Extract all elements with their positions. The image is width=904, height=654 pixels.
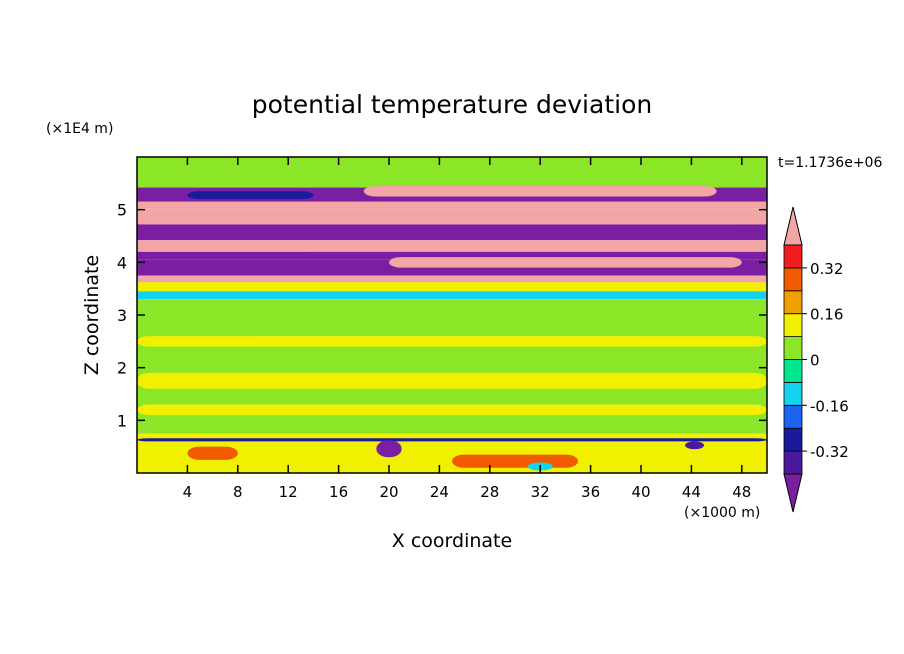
x-tick-label: 8	[233, 483, 243, 501]
colorbar-bin	[783, 290, 803, 315]
colorbar-bin	[783, 313, 803, 338]
x-axis-label: X coordinate	[392, 530, 512, 552]
x-tick-label: 20	[379, 483, 398, 501]
colorbar-bin	[783, 336, 803, 360]
y-tick-label: 5	[117, 201, 127, 220]
x-tick-label: 28	[480, 483, 499, 501]
colorbar-bin	[783, 381, 803, 406]
x-tick-label: 4	[183, 483, 193, 501]
contour-feature	[376, 440, 402, 458]
plot-area	[137, 157, 767, 473]
time-label: t=1.1736e+06	[778, 155, 882, 171]
x-tick-label: 24	[430, 483, 449, 501]
y-unit-label: (×1E4 m)	[46, 121, 113, 137]
contour-feature	[187, 191, 314, 200]
colorbar-bin	[783, 359, 803, 383]
x-tick-label: 48	[732, 483, 751, 501]
contour-feature	[137, 243, 314, 252]
contour-band	[137, 275, 767, 283]
colorbar-bin	[783, 267, 803, 292]
contour-feature	[685, 441, 704, 450]
chart-title: potential temperature deviation	[252, 90, 652, 119]
contour-band	[137, 201, 767, 209]
contour-band	[137, 240, 767, 252]
x-tick-label: 44	[682, 483, 701, 501]
x-tick-label: 40	[631, 483, 650, 501]
contour-band	[137, 177, 767, 188]
contour-feature	[137, 214, 515, 222]
contour-band	[137, 251, 767, 260]
x-tick-label: 32	[531, 483, 550, 501]
x-tick-label: 36	[581, 483, 600, 501]
y-tick-label: 2	[117, 359, 127, 378]
contour-feature	[137, 438, 767, 442]
contour-feature	[187, 446, 238, 460]
y-tick-label: 1	[117, 411, 127, 430]
contour-band	[137, 157, 767, 178]
contour-feature	[137, 336, 767, 347]
colorbar-tick-label: 0.32	[810, 260, 843, 278]
y-tick-label: 3	[117, 306, 127, 325]
colorbar-extend-bottom	[783, 473, 803, 513]
colorbar-tick-label: 0.16	[810, 306, 843, 324]
contour-band	[137, 291, 767, 300]
colorbar-tick-label: 0	[810, 352, 820, 370]
x-unit-label: (×1000 m)	[684, 505, 760, 521]
colorbar: 0.32 0.16 0 -0.16 -0.32	[783, 206, 849, 513]
contour-feature	[464, 226, 767, 239]
contour-feature	[452, 454, 578, 468]
contour-feature	[363, 185, 717, 197]
colorbar-bin	[783, 404, 803, 429]
contour-feature	[389, 257, 742, 268]
contour-feature	[137, 372, 767, 389]
colorbar-bin	[783, 427, 803, 452]
x-axis: 4 8 12 16 20 24 28 32 36 40 44 48	[183, 157, 751, 501]
colorbar-tick-label: -0.32	[810, 443, 849, 461]
y-tick-label: 4	[117, 253, 127, 272]
contour-band	[137, 282, 767, 292]
colorbar-extend-top	[783, 206, 803, 246]
contour-feature	[137, 404, 767, 416]
colorbar-bin	[783, 450, 803, 475]
y-axis: 1 2 3 4 5	[117, 201, 767, 430]
colorbar-bin	[783, 244, 803, 269]
y-axis-label: Z coordinate	[81, 255, 103, 375]
x-tick-label: 16	[329, 483, 348, 501]
x-tick-label: 12	[279, 483, 298, 501]
colorbar-tick-label: -0.16	[810, 397, 849, 415]
